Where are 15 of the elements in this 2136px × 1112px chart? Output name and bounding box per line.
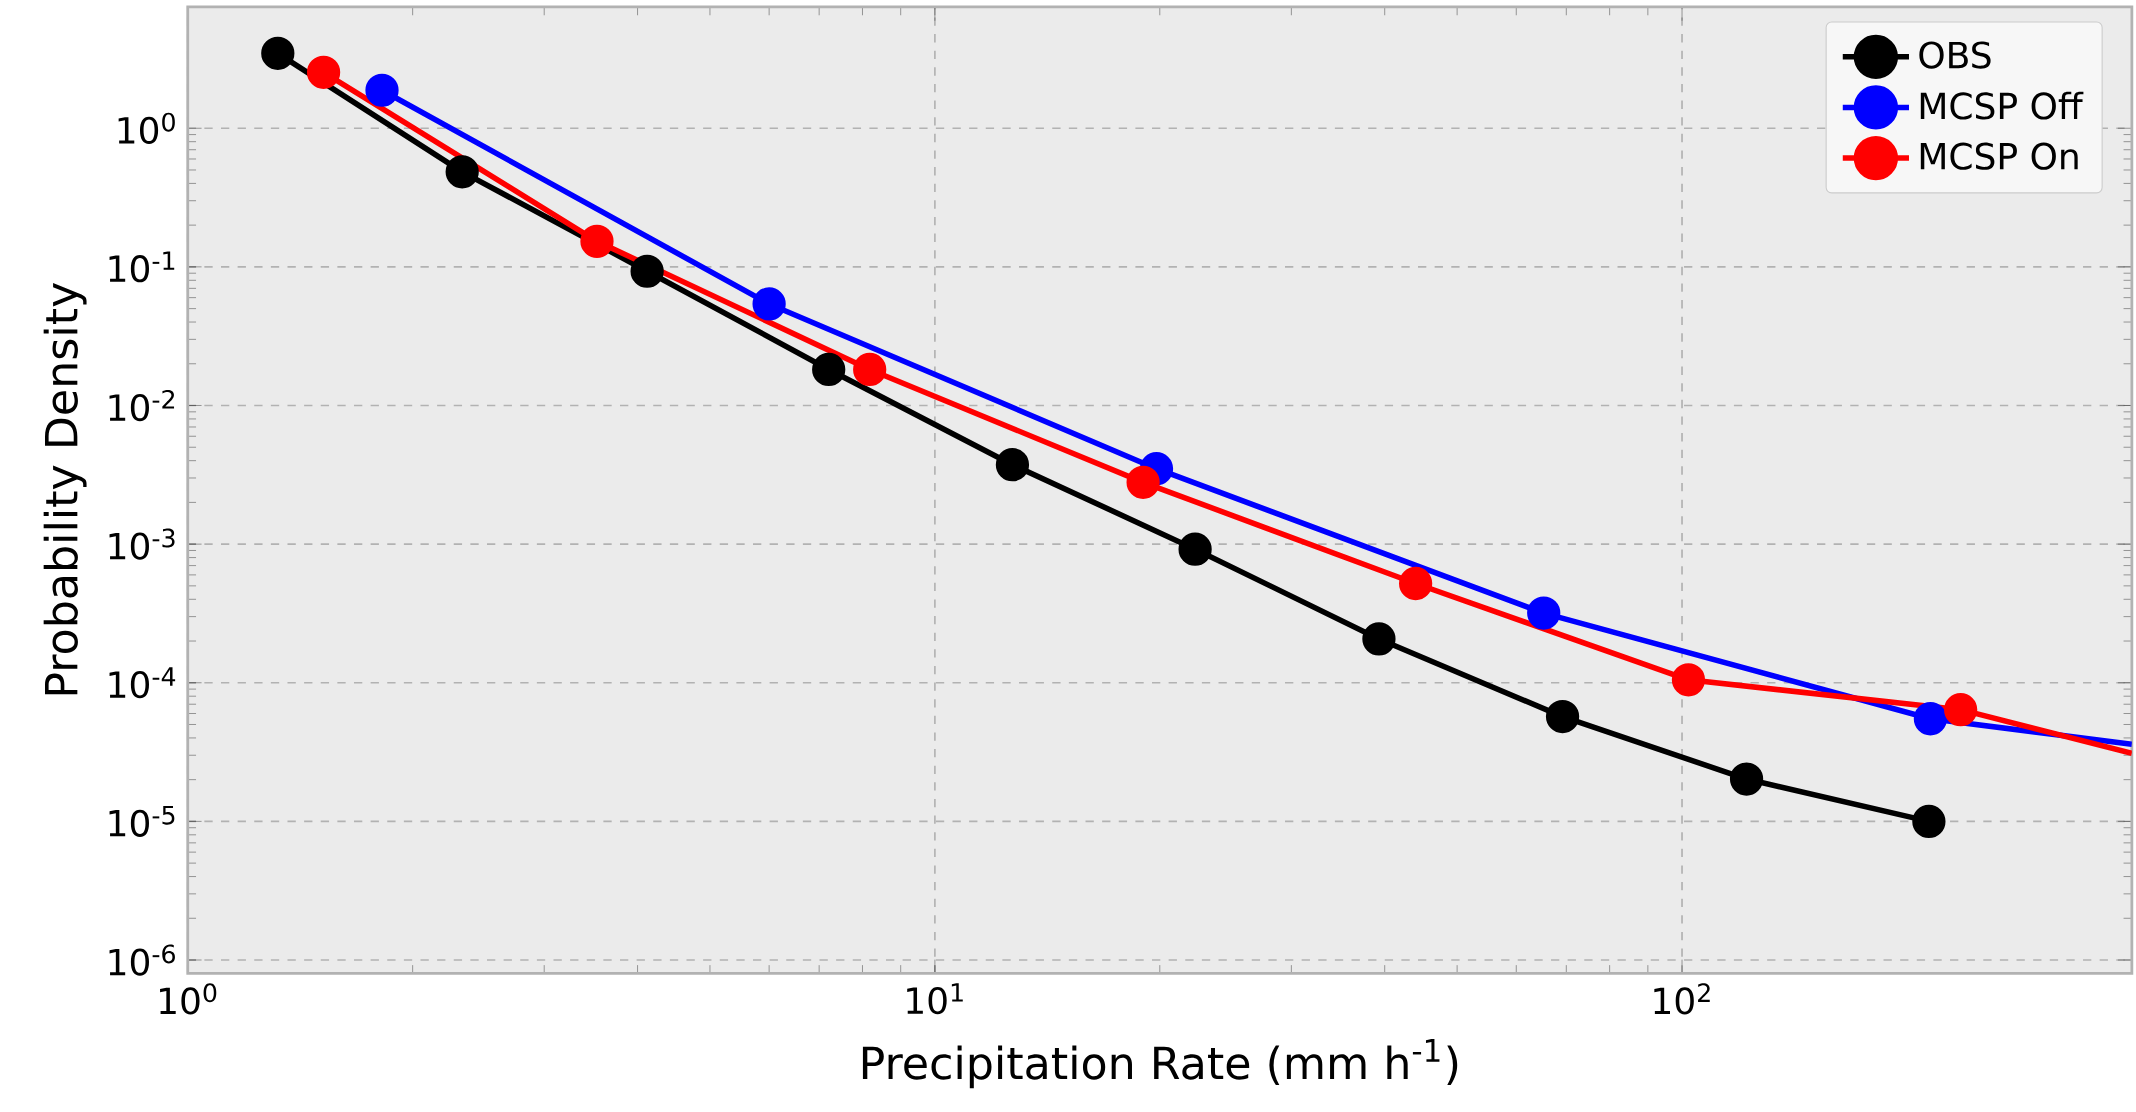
y-tick-label: 10$^{-3}$ [109,528,175,560]
x-axis-title: Precipitation Rate (mm h$^{-1}$) [862,1038,1458,1089]
y-tick-label: 10$^{-5}$ [109,805,175,837]
y-tick-label: 10$^{-6}$ [109,944,175,976]
x-tick-label: 10$^{2}$ [1654,983,1710,1015]
x-tick-label: 10$^{0}$ [160,983,217,1015]
y-axis-title: Probability Density [43,282,87,695]
legend-label: MCSP On [1920,142,2078,170]
y-tick-label: 10$^{-2}$ [109,389,175,421]
y-tick-label: 10$^{-1}$ [109,251,175,283]
legend-label: MCSP Off [1920,91,2084,120]
x-tick-label: 10$^{1}$ [907,982,963,1014]
y-tick-label: 10$^{0}$ [118,112,175,144]
legend-label: OBS [1919,41,1991,69]
y-tick-label: 10$^{-4}$ [109,667,176,698]
